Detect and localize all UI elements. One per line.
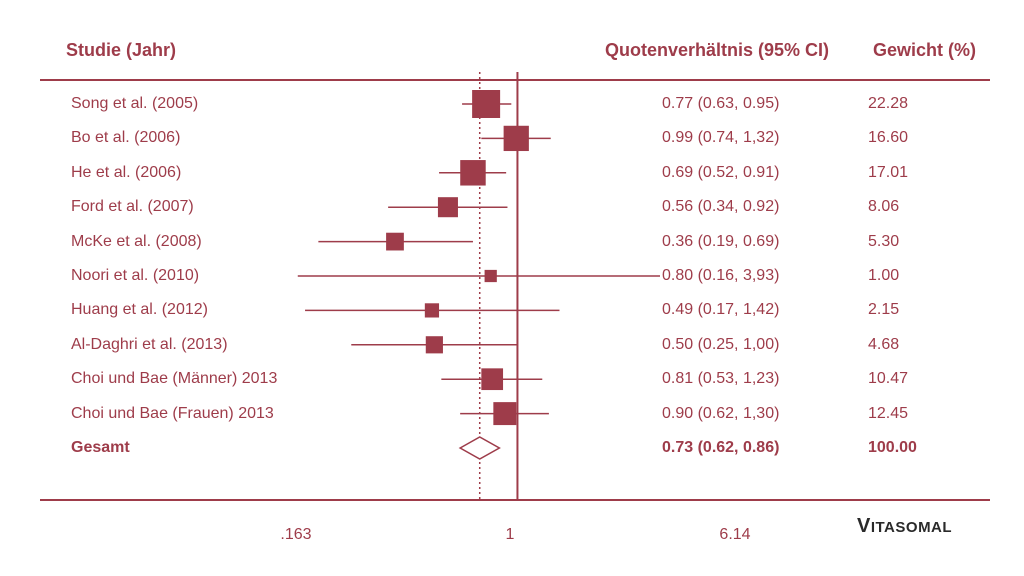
study-marker [386, 232, 404, 251]
odds-ratio-ci: 0.36 (0.19, 0.69) [662, 232, 780, 250]
total-ci: 0.73 (0.62, 0.86) [662, 439, 780, 456]
total-weight: 100.00 [868, 439, 917, 456]
odds-ratio-ci: 0.80 (0.16, 3,93) [662, 267, 780, 284]
odds-ratio-ci: 0.81 (0.53, 1,23) [662, 370, 780, 388]
study-marker [481, 368, 504, 391]
study-weight: 17.01 [868, 163, 909, 181]
study-label: Choi und Bae (Frauen) 2013 [71, 404, 274, 422]
study-marker [437, 197, 458, 218]
header-ci: Quotenverhältnis (95% CI) [605, 40, 830, 60]
vitasomal-logo: VITASOMAL [857, 515, 953, 537]
study-label: He et al. (2006) [71, 163, 182, 181]
tick-label-one: 1 [505, 526, 515, 543]
study-label: Noori et al. (2010) [71, 267, 200, 284]
study-marker [484, 269, 497, 283]
header-study: Studie (Jahr) [66, 40, 177, 60]
study-marker [424, 303, 440, 318]
study-weight: 16.60 [868, 129, 909, 147]
study-label: McKe et al. (2008) [71, 232, 202, 250]
odds-ratio-ci: 0.56 (0.34, 0.92) [662, 198, 780, 216]
study-label: Ford et al. (2007) [71, 198, 194, 216]
study-weight: 12.45 [868, 404, 909, 422]
study-label: Choi und Bae (Männer) 2013 [71, 370, 278, 388]
study-weight: 10.47 [868, 370, 909, 388]
study-label: Bo et al. (2006) [71, 129, 181, 147]
odds-ratio-ci: 0.50 (0.25, 1,00) [662, 335, 780, 353]
study-marker [503, 125, 529, 152]
study-marker [425, 336, 443, 354]
odds-ratio-ci: 0.69 (0.52, 0.91) [662, 163, 780, 181]
total-label: Gesamt [71, 439, 130, 456]
study-marker [460, 160, 486, 186]
study-label: Song et al. (2005) [71, 95, 199, 112]
odds-ratio-ci: 0.90 (0.62, 1,30) [662, 404, 780, 422]
study-weight: 2.15 [868, 301, 900, 319]
study-weight: 8.06 [868, 198, 900, 216]
tick-label-min: .163 [280, 526, 312, 543]
study-label: Al-Daghri et al. (2013) [71, 335, 228, 353]
study-label: Huang et al. (2012) [71, 301, 208, 319]
header-weight: Gewicht (%) [873, 40, 977, 60]
study-weight: 22.28 [868, 95, 909, 112]
tick-label-max: 6.14 [719, 526, 751, 543]
pooled-diamond [458, 436, 501, 460]
study-weight: 4.68 [868, 335, 900, 353]
odds-ratio-ci: 0.77 (0.63, 0.95) [662, 95, 780, 112]
odds-ratio-ci: 0.99 (0.74, 1,32) [662, 129, 780, 147]
study-marker [493, 402, 517, 426]
study-marker [472, 90, 501, 118]
odds-ratio-ci: 0.49 (0.17, 1,42) [662, 301, 780, 319]
study-weight: 1.00 [868, 267, 900, 284]
study-weight: 5.30 [868, 232, 900, 250]
